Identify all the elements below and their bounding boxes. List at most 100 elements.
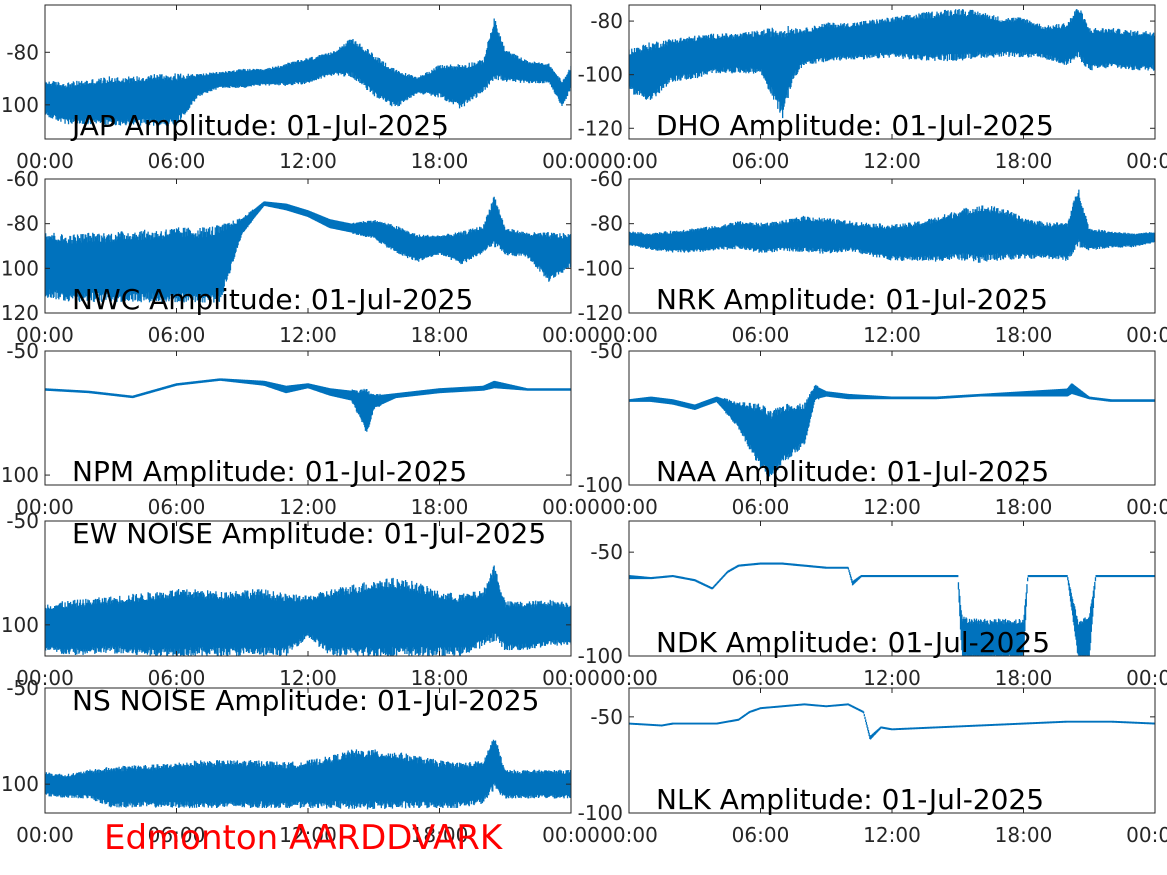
x-tick-label: 00:00: [600, 149, 658, 173]
x-tick-label: 06:00: [732, 323, 790, 347]
panel-title: NS NOISE Amplitude: 01-Jul-2025: [72, 684, 539, 717]
y-tick-label: -80: [590, 9, 623, 33]
y-tick-label: -100: [0, 613, 39, 637]
panel-title: JAP Amplitude: 01-Jul-2025: [70, 109, 449, 142]
x-tick-label: 00:00: [16, 323, 74, 347]
x-tick-label: 00:00: [542, 323, 600, 347]
y-tick-label: -50: [6, 339, 39, 363]
panel-5: 00:00 06:00 12:00 18:00 00:00 -50 -100 NPM Ampl…: [0, 339, 600, 519]
x-tick-label: 18:00: [995, 823, 1053, 847]
y-tick-label: -80: [6, 212, 39, 236]
x-tick-label: 00:00: [542, 495, 600, 519]
panel-9: 00:00 06:00 12:00 18:00 00:00 -50 -100 NS NOISE…: [0, 676, 600, 847]
y-tick-label: -100: [578, 801, 623, 825]
panel-2: 00:00 06:00 12:00 18:00 00:00 -80 -100 -120 DHO …: [578, 4, 1167, 173]
y-tick-label: -50: [6, 509, 39, 533]
amplitude-series: [629, 189, 1155, 263]
panel-title: NPM Amplitude: 01-Jul-2025: [72, 455, 467, 488]
panel-10: 00:00 06:00 12:00 18:00 00:00 -50 -100 NLK Ampl…: [578, 687, 1167, 847]
panel-7: 00:00 06:00 12:00 18:00 00:00 -50 -100 EW NOISE…: [0, 509, 600, 690]
x-tick-label: 00:00: [542, 666, 600, 690]
y-tick-label: -100: [0, 463, 39, 487]
x-tick-label: 06:00: [148, 323, 206, 347]
amplitude-series: [45, 739, 571, 810]
panel-title: NRK Amplitude: 01-Jul-2025: [656, 283, 1048, 316]
amplitude-series: [45, 565, 571, 656]
y-tick-label: -100: [578, 63, 623, 87]
x-tick-label: 12:00: [863, 149, 921, 173]
amplitude-series: [629, 8, 1155, 119]
x-tick-label: 00:00: [16, 495, 74, 519]
x-tick-label: 12:00: [279, 323, 337, 347]
x-tick-label: 06:00: [732, 149, 790, 173]
panel-3: 00:00 06:00 12:00 18:00 00:00 -60 -80 -100 -120 N…: [0, 167, 600, 347]
x-tick-label: 00:00: [1126, 149, 1167, 173]
y-tick-label: -120: [0, 301, 39, 325]
panel-title: NAA Amplitude: 01-Jul-2025: [656, 455, 1049, 488]
x-tick-label: 12:00: [279, 823, 337, 847]
y-tick-label: -120: [578, 116, 623, 140]
amplitude-series: [629, 383, 1155, 477]
x-tick-label: 12:00: [863, 323, 921, 347]
x-tick-label: 00:00: [1126, 823, 1167, 847]
x-tick-label: 12:00: [863, 495, 921, 519]
amplitude-series: [629, 703, 1155, 740]
y-tick-label: -100: [0, 772, 39, 796]
y-tick-label: -100: [578, 644, 623, 668]
x-tick-label: 00:00: [16, 149, 74, 173]
x-tick-label: 12:00: [279, 495, 337, 519]
panel-1: 00:00 06:00 12:00 18:00 00:00 -80 -100 JAP Ampl…: [0, 4, 600, 173]
panel-8: 00:00 06:00 12:00 18:00 00:00 -50 -100 NDK Ampl…: [578, 520, 1167, 690]
x-tick-label: 06:00: [732, 666, 790, 690]
y-tick-label: -100: [578, 256, 623, 280]
y-tick-label: -60: [590, 167, 623, 191]
x-tick-label: 18:00: [411, 323, 469, 347]
y-tick-label: -100: [0, 256, 39, 280]
panel-title: NLK Amplitude: 01-Jul-2025: [656, 783, 1044, 816]
y-tick-label: -120: [578, 301, 623, 325]
x-tick-label: 06:00: [732, 495, 790, 519]
station-label: Edmonton AARDDVARK: [104, 818, 503, 858]
y-tick-label: -50: [590, 339, 623, 363]
y-tick-label: -80: [6, 40, 39, 64]
x-tick-label: 12:00: [863, 666, 921, 690]
panel-title: EW NOISE Amplitude: 01-Jul-2025: [72, 517, 546, 550]
y-tick-label: -100: [0, 93, 39, 117]
x-tick-label: 00:00: [600, 823, 658, 847]
x-tick-label: 12:00: [863, 823, 921, 847]
x-tick-label: 12:00: [279, 149, 337, 173]
panel-title: DHO Amplitude: 01-Jul-2025: [656, 109, 1054, 142]
x-tick-label: 00:00: [542, 149, 600, 173]
x-tick-label: 00:00: [16, 666, 74, 690]
x-tick-label: 00:00: [1126, 495, 1167, 519]
x-tick-label: 00:00: [1126, 666, 1167, 690]
x-tick-label: 06:00: [148, 666, 206, 690]
x-tick-label: 18:00: [995, 323, 1053, 347]
y-tick-label: -60: [6, 167, 39, 191]
x-tick-label: 18:00: [995, 495, 1053, 519]
x-tick-label: 18:00: [995, 149, 1053, 173]
x-tick-label: 06:00: [732, 823, 790, 847]
y-tick-label: -80: [590, 212, 623, 236]
amplitude-series: [45, 378, 571, 432]
y-tick-label: -50: [6, 676, 39, 700]
panel-title: NDK Amplitude: 01-Jul-2025: [656, 626, 1050, 659]
panel-4: 00:00 06:00 12:00 18:00 00:00 -60 -80 -100 -120 N…: [578, 167, 1167, 347]
panel-6: 00:00 06:00 12:00 18:00 00:00 -50 -100 NAA Ampl…: [578, 339, 1167, 519]
x-tick-label: 06:00: [148, 495, 206, 519]
x-tick-label: 00:00: [1126, 323, 1167, 347]
x-tick-label: 12:00: [279, 666, 337, 690]
x-tick-label: 00:00: [542, 823, 600, 847]
x-tick-label: 00:00: [16, 823, 74, 847]
panel-title: NWC Amplitude: 01-Jul-2025: [72, 283, 473, 316]
x-tick-label: 00:00: [600, 323, 658, 347]
y-tick-label: -50: [590, 540, 623, 564]
x-tick-label: 06:00: [148, 823, 206, 847]
x-tick-label: 18:00: [411, 149, 469, 173]
y-tick-label: -100: [578, 473, 623, 497]
x-tick-label: 18:00: [995, 666, 1053, 690]
x-tick-label: 18:00: [411, 823, 469, 847]
x-tick-label: 18:00: [411, 495, 469, 519]
y-tick-label: -50: [590, 705, 623, 729]
